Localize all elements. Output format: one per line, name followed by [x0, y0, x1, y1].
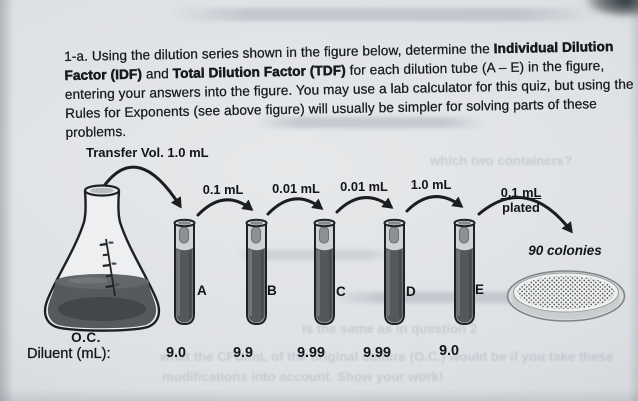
diluent-row-label: Diluent (mL):: [27, 346, 111, 362]
bleedthrough-smudge: [170, 8, 600, 21]
bleedthrough-text: is the same as in question 2: [302, 321, 478, 336]
flask-graduation-numbers: [108, 241, 120, 286]
arrow-b-to-c: [266, 197, 324, 216]
question-segment: and: [141, 65, 173, 82]
plated-word: plated: [502, 199, 540, 215]
bleedthrough-text: which two containers?: [430, 153, 573, 168]
colonies-dots: [517, 276, 615, 309]
flask-graduations: [99, 238, 116, 297]
question-bold-tdf: Total Dilution Factor (TDF): [172, 62, 346, 81]
transfer-volume-label-3: 0.01 mL: [340, 179, 388, 194]
test-tube-a: [173, 218, 196, 328]
arrow-flask-to-a: [102, 165, 182, 209]
arrow-d-to-e: [405, 195, 464, 213]
bleedthrough-text: what the CFU/mL of the original culture …: [160, 349, 614, 364]
diluent-value-a: 9.0: [166, 345, 186, 361]
flask-liquid-shadow: [58, 297, 146, 321]
transfer-volume-main-label: Transfer Vol. 1.0 mL: [86, 145, 209, 160]
question-text: 1-a. Using the dilution series shown in …: [64, 36, 638, 142]
test-tube-c: [313, 218, 336, 328]
arrow-c-to-d: [335, 196, 394, 214]
tube-e-letter: E: [475, 282, 485, 297]
transfer-volume-label-4: 1.0 mL: [410, 177, 452, 192]
test-tube-b: [245, 218, 268, 328]
tube-a-letter: A: [197, 283, 207, 298]
diluent-value-c: 9.99: [297, 345, 325, 361]
plated-volume-label: 0.1 mL plated: [500, 185, 542, 215]
original-culture-label: O.C.: [71, 330, 101, 345]
arrow-a-to-b: [196, 198, 254, 217]
flask-liquid-sheen: [68, 277, 108, 284]
test-tube-e: [453, 218, 476, 328]
tube-b-letter: B: [267, 283, 277, 298]
tube-c-letter: C: [336, 284, 346, 299]
transfer-volume-label-1: 0.1 mL: [202, 182, 244, 197]
question-segment: 1-a. Using the dilution series shown in …: [64, 40, 494, 64]
diluent-value-b: 9.9: [233, 345, 253, 361]
flask-graphic: [43, 184, 161, 332]
bleedthrough-smudge: [255, 117, 485, 128]
bleedthrough-text: modifications into account. Show your wo…: [162, 369, 444, 384]
photo-corner-shadow: [584, 0, 638, 18]
diluent-value-d: 9.99: [363, 345, 391, 361]
plated-volume-amount: 0.1 mL: [500, 185, 542, 200]
colony-count-label: 90 colonies: [528, 243, 602, 258]
transfer-volume-label-2: 0.01 mL: [272, 181, 320, 196]
petri-dish-graphic: [506, 270, 626, 322]
test-tube-d: [383, 218, 406, 328]
tube-d-letter: D: [406, 284, 416, 299]
diluent-value-e: 9.0: [439, 343, 459, 359]
arrow-e-to-plate: [477, 196, 573, 234]
flask-mouth-opening: [90, 187, 114, 194]
